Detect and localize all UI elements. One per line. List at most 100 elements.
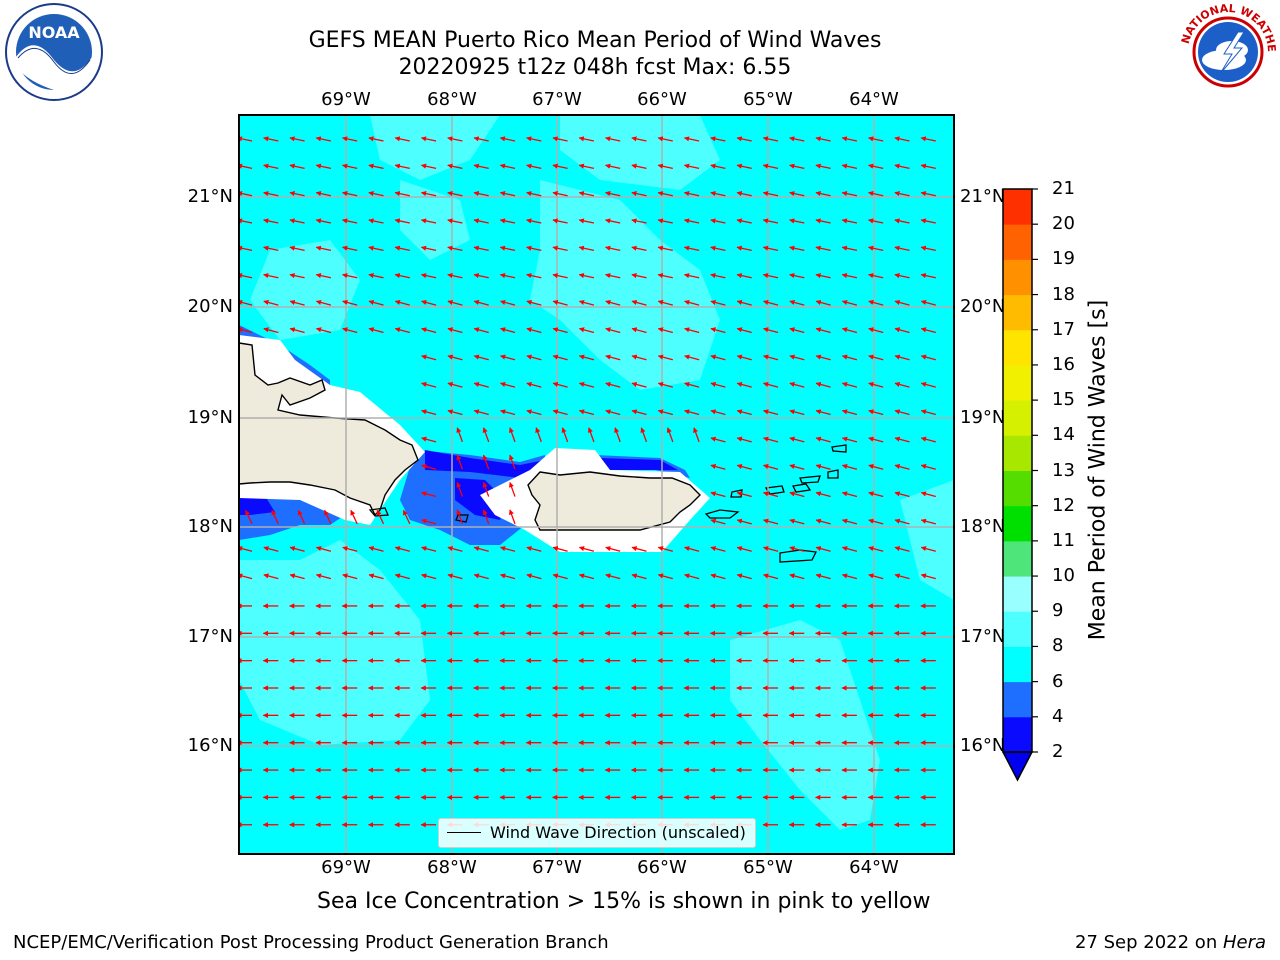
wind-wave-arrow	[920, 327, 936, 334]
wind-wave-arrow	[657, 299, 673, 306]
wind-wave-arrow	[657, 327, 673, 334]
lon-label-bottom: 69°W	[321, 857, 371, 878]
wind-wave-arrow	[605, 245, 621, 252]
wind-wave-arrow	[763, 573, 779, 580]
wind-wave-arrow	[710, 163, 726, 169]
wind-wave-arrow	[368, 191, 384, 197]
wind-wave-arrow	[552, 546, 568, 552]
wind-wave-arrow	[763, 546, 779, 552]
wind-wave-arrow	[578, 245, 595, 252]
colorbar-tick-label: 16	[1052, 353, 1075, 375]
wind-wave-arrow	[447, 191, 463, 197]
wind-wave-arrow	[789, 327, 805, 334]
lat-label-left: 19°N	[187, 407, 233, 428]
wind-wave-arrow	[509, 427, 516, 443]
wind-wave-arrow	[710, 381, 726, 388]
wind-wave-arrow	[447, 354, 463, 361]
wind-wave-arrow	[868, 218, 884, 224]
wind-wave-arrow	[894, 136, 910, 142]
wind-wave-arrow	[421, 491, 437, 498]
lon-label-top: 65°W	[743, 89, 793, 110]
wind-wave-arrow	[605, 381, 621, 388]
wind-wave-arrow	[684, 381, 700, 388]
wind-wave-arrow	[500, 354, 516, 361]
wind-wave-arrow	[631, 354, 647, 361]
wind-wave-arrow	[868, 163, 884, 169]
wind-wave-arrow	[815, 327, 831, 334]
wind-wave-arrow	[710, 299, 726, 306]
wind-wave-arrow	[736, 299, 752, 306]
wind-wave-arrow	[894, 436, 910, 443]
wind-wave-arrow	[683, 163, 700, 169]
wind-wave-arrow	[552, 245, 568, 252]
wind-wave-arrow	[841, 218, 858, 224]
wind-wave-arrow	[763, 409, 779, 416]
wind-wave-arrow	[552, 163, 568, 169]
colorbar-bin	[1003, 540, 1032, 577]
wind-wave-arrow	[473, 273, 489, 279]
lat-label-left: 21°N	[187, 186, 233, 207]
wind-wave-arrow	[605, 354, 621, 361]
wind-wave-arrow	[394, 218, 410, 224]
colorbar-tick-label: 20	[1052, 213, 1075, 235]
wind-wave-arrow	[841, 245, 858, 252]
colorbar-tick-label: 13	[1052, 459, 1075, 481]
wind-wave-arrow	[342, 546, 358, 552]
wind-wave-arrow	[587, 427, 595, 443]
wind-wave-arrow	[342, 136, 358, 142]
wind-wave-arrow	[394, 546, 410, 552]
wind-wave-arrow	[323, 509, 332, 525]
wind-wave-arrow	[315, 218, 332, 224]
wind-wave-arrow	[500, 299, 516, 306]
wind-wave-arrow	[868, 464, 884, 470]
wind-wave-arrow	[736, 518, 752, 525]
chart-title: GEFS MEAN Puerto Rico Mean Period of Win…	[308, 28, 882, 53]
wind-wave-arrow	[605, 573, 621, 580]
wind-wave-arrow	[578, 409, 595, 416]
small-islands	[368, 444, 847, 563]
wind-wave-arrow	[736, 381, 752, 388]
wind-wave-arrow	[657, 354, 673, 361]
wind-wave-arrow	[920, 573, 936, 580]
wind-wave-arrow	[315, 136, 332, 142]
wind-wave-arrow	[710, 218, 726, 224]
wind-wave-arrow	[762, 191, 779, 197]
wind-wave-arrow	[710, 245, 726, 252]
wind-wave-arrow	[789, 381, 805, 388]
wind-wave-arrow	[841, 409, 858, 416]
wind-wave-arrow	[473, 299, 489, 306]
chart-subtitle: 20220925 t12z 048h fcst Max: 6.55	[398, 55, 792, 80]
wind-wave-arrow	[342, 573, 358, 580]
wind-wave-arrow	[684, 299, 700, 306]
wind-wave-arrow	[526, 327, 542, 334]
lat-label-right: 18°N	[960, 516, 1006, 537]
wind-wave-arrow	[394, 191, 410, 197]
wind-wave-arrow	[710, 327, 726, 334]
wind-wave-arrow	[245, 509, 253, 525]
wind-wave-arrow	[657, 191, 673, 197]
wind-wave-arrow	[894, 191, 910, 197]
wind-wave-arrow	[894, 573, 910, 580]
wind-wave-arrow	[920, 436, 936, 443]
wind-wave-arrow	[263, 327, 279, 334]
wind-wave-arrow	[342, 191, 358, 197]
wind-wave-arrow	[394, 299, 410, 306]
wind-wave-arrow	[631, 191, 647, 197]
wind-wave-arrow	[509, 509, 516, 525]
wind-wave-arrow	[447, 381, 463, 388]
wind-wave-arrow	[552, 218, 568, 224]
wind-wave-arrow	[578, 573, 595, 580]
wind-wave-arrow	[710, 436, 726, 443]
wind-wave-arrow	[710, 573, 726, 580]
wind-wave-arrow	[456, 427, 464, 443]
wind-wave-arrow	[841, 327, 858, 334]
wind-wave-arrow	[815, 299, 831, 306]
wind-wave-arrow	[605, 546, 621, 552]
wind-wave-arrow	[815, 546, 831, 552]
wind-wave-arrow	[263, 299, 279, 306]
wind-wave-arrow	[841, 163, 858, 169]
wind-wave-arrow	[631, 136, 647, 142]
wind-wave-arrow	[421, 381, 437, 388]
footer-date-text: 27 Sep 2022 on	[1075, 932, 1223, 953]
wind-wave-arrow	[482, 427, 490, 443]
